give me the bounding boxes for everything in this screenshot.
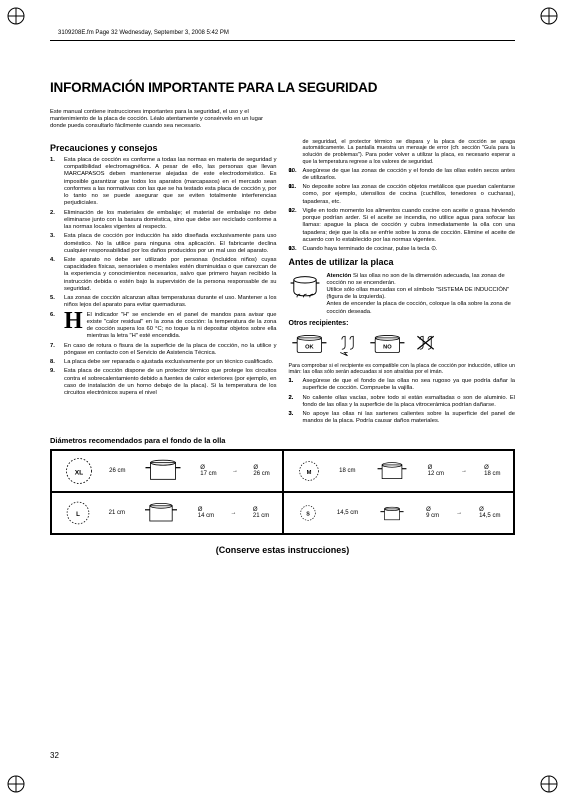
list-item: 11.No deposite sobre las zonas de cocció… bbox=[289, 184, 516, 206]
svg-text:L: L bbox=[76, 511, 80, 518]
list-item: Este aparato no debe ser utilizado por p… bbox=[50, 257, 277, 293]
comprobar-text: Para comprobar si el recipiente es compa… bbox=[289, 363, 516, 377]
right-column: de seguridad, el protector térmico se di… bbox=[289, 139, 516, 428]
corner-mark-tr bbox=[539, 6, 559, 26]
list-item: 12.Vigile en todo momento los alimentos … bbox=[289, 208, 516, 244]
otros-heading: Otros recipientes: bbox=[289, 320, 516, 329]
corner-mark-bl bbox=[6, 774, 26, 794]
induction-pot-icon bbox=[289, 273, 321, 304]
antes-heading: Antes de utilizar la placa bbox=[289, 257, 516, 268]
diam-cell-s: S 14,5 cm Ø9 cm → Ø14,5 cm bbox=[283, 492, 515, 534]
left-column: Precauciones y consejos Esta placa de co… bbox=[50, 139, 277, 428]
recipients-diagram: OK NO bbox=[289, 333, 516, 359]
conserve-text: (Conserve estas instrucciones) bbox=[50, 545, 515, 555]
list-item: 10.Asegúrese de que las zonas de cocción… bbox=[289, 168, 516, 182]
page-title: INFORMACIÓN IMPORTANTE PARA LA SEGURIDAD bbox=[50, 80, 515, 95]
corner-mark-br bbox=[539, 774, 559, 794]
continuation-text: de seguridad, el protector térmico se di… bbox=[289, 139, 516, 166]
header-rule bbox=[50, 40, 515, 41]
list-item: En caso de rotura o fisura de la superfi… bbox=[50, 343, 277, 357]
header-meta: 3109208E.fm Page 32 Wednesday, September… bbox=[55, 30, 232, 36]
list-item: Las zonas de cocción alcanzan altas temp… bbox=[50, 295, 277, 309]
diameter-table: XL 26 cm Ø17 cm → Ø26 cm M 18 cm Ø12 cm … bbox=[50, 449, 515, 535]
svg-text:OK: OK bbox=[305, 344, 314, 350]
list-item: Esta placa de cocción dispone de un prot… bbox=[50, 368, 277, 397]
corner-mark-tl bbox=[6, 6, 26, 26]
list-item: Eliminación de los materiales de embalaj… bbox=[50, 210, 277, 232]
diametros-heading: Diámetros recomendados para el fondo de … bbox=[50, 436, 515, 445]
svg-text:M: M bbox=[307, 469, 312, 475]
list-item: 1.Asegúrese de que el fondo de las ollas… bbox=[289, 378, 516, 392]
svg-text:S: S bbox=[306, 511, 310, 517]
list-item: 2.No caliente ollas vacías, sobre todo s… bbox=[289, 395, 516, 409]
list-item: 3.No apoye las ollas ni las sartenes cal… bbox=[289, 411, 516, 425]
list-item: 13.Cuando haya terminado de cocinar, pul… bbox=[289, 246, 516, 253]
svg-text:XL: XL bbox=[74, 469, 83, 476]
atencion-text: Atención Si las ollas no son de la dimen… bbox=[327, 273, 516, 316]
list-item: Esta placa de cocción es conforme a toda… bbox=[50, 157, 277, 208]
page-number: 32 bbox=[50, 751, 59, 760]
list-item: La placa debe ser reparada o ajustada ex… bbox=[50, 359, 277, 366]
svg-text:NO: NO bbox=[383, 344, 392, 350]
precauciones-heading: Precauciones y consejos bbox=[50, 143, 277, 154]
list-item: HEl indicador "H" se enciende en el pane… bbox=[50, 312, 277, 341]
diam-cell-xl: XL 26 cm Ø17 cm → Ø26 cm bbox=[51, 450, 283, 492]
diam-cell-m: M 18 cm Ø12 cm → Ø18 cm bbox=[283, 450, 515, 492]
h-indicator-icon: H bbox=[64, 312, 83, 341]
intro-text: Este manual contiene instrucciones impor… bbox=[50, 109, 269, 131]
diam-cell-l: L 21 cm Ø14 cm → Ø21 cm bbox=[51, 492, 283, 534]
list-item: Esta placa de cocción por inducción ha s… bbox=[50, 233, 277, 255]
